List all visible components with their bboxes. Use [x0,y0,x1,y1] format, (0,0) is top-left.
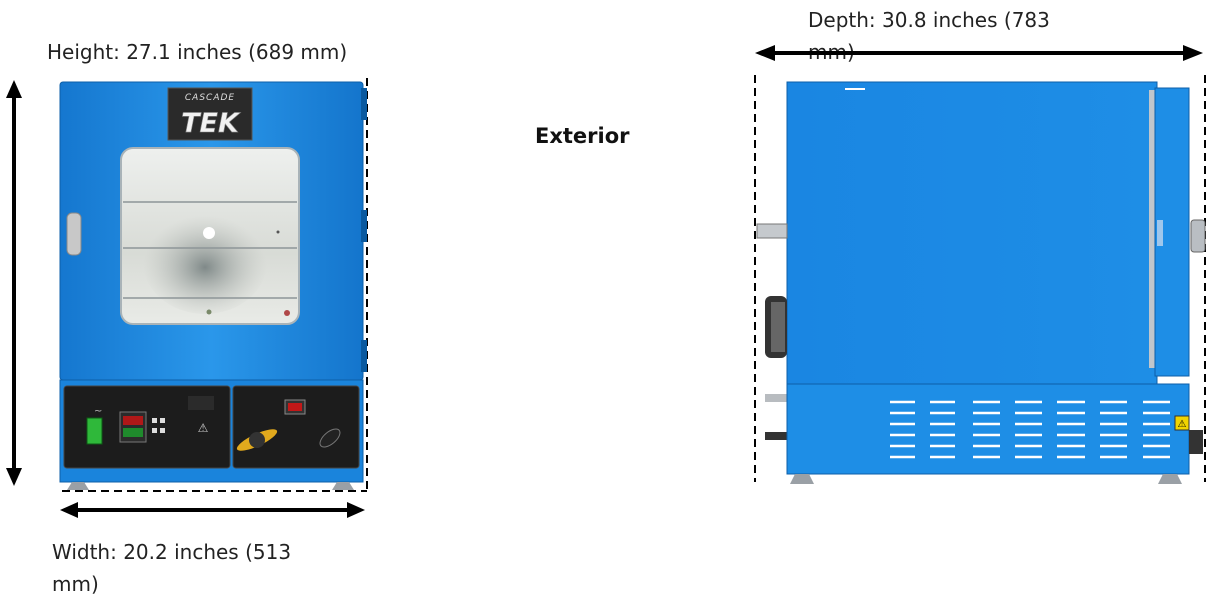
door-handle [66,212,82,256]
cabinet-side [786,81,1158,385]
depth-arrow [755,45,1203,61]
height-arrow [6,80,22,486]
cascade-tek-logo: CASCADE TEK [167,87,253,141]
width-arrow [60,502,365,518]
height-label: Height: 27.1 inches (689 mm) [47,40,348,64]
logo-top-text: CASCADE [185,93,235,103]
warning-label [1174,415,1190,431]
power-switch [86,417,103,445]
svg-text:⚠: ⚠ [1178,419,1187,430]
oven-front-view: CASCADE TEK ~ ⚠ [6,78,368,518]
width-label-line2: mm) [52,572,99,596]
vent-grille [890,400,1170,459]
svg-text:~: ~ [94,406,102,417]
oven-window [120,147,300,325]
logo-main-text: TEK [181,108,241,139]
section-title: Exterior [535,124,630,148]
oven-side-view: ⚠ [754,45,1206,484]
width-label-line1: Width: 20.2 inches (513 [52,540,292,564]
svg-text:⚠: ⚠ [198,421,209,435]
depth-label-line1: Depth: 30.8 inches (783 [808,8,1050,32]
left-control-panel: ~ ⚠ [63,385,231,469]
base-side [786,383,1190,475]
right-control-panel [232,385,360,469]
